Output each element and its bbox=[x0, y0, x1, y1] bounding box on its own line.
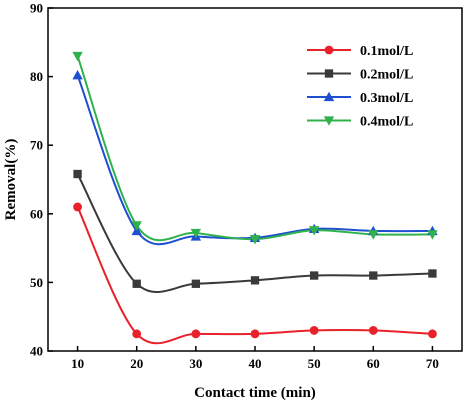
legend-marker-0-4mol-l bbox=[323, 116, 335, 126]
data-point-0-2mol-l bbox=[309, 271, 319, 280]
data-point-0-4mol-l bbox=[308, 226, 320, 236]
y-tick-label: 50 bbox=[30, 275, 43, 290]
legend-label: 0.4mol/L bbox=[360, 115, 413, 130]
data-point-0-2mol-l bbox=[250, 276, 260, 285]
data-point-0-4mol-l bbox=[427, 230, 438, 240]
legend-label: 0.3mol/L bbox=[360, 91, 413, 106]
data-point-0-1mol-l bbox=[191, 329, 201, 339]
legend-marker-0-1mol-l bbox=[324, 45, 334, 55]
y-tick-label: 70 bbox=[30, 138, 43, 153]
data-point-0-2mol-l bbox=[191, 279, 201, 288]
legend: 0.1mol/L 0.2mol/L 0.3mol/L 0.4mol/L bbox=[307, 44, 413, 130]
data-point-0-1mol-l bbox=[132, 329, 142, 339]
data-point-0-2mol-l bbox=[73, 169, 82, 179]
data-point-0-3mol-l bbox=[72, 70, 83, 80]
data-point-0-4mol-l bbox=[131, 221, 142, 231]
legend-marker-0-3mol-l bbox=[323, 91, 335, 102]
y-tick-label: 80 bbox=[30, 69, 43, 84]
y-tick-label: 60 bbox=[30, 206, 43, 221]
data-point-0-4mol-l bbox=[190, 228, 202, 239]
data-point-0-2mol-l bbox=[132, 279, 141, 288]
x-tick-label: 20 bbox=[130, 356, 143, 371]
y-tick-label: 40 bbox=[30, 344, 43, 359]
data-point-0-4mol-l bbox=[368, 230, 379, 240]
data-point-0-1mol-l bbox=[368, 326, 378, 335]
data-point-0-1mol-l bbox=[309, 326, 319, 335]
x-tick-label: 50 bbox=[308, 356, 321, 371]
legend-label: 0.1mol/L bbox=[360, 44, 413, 59]
data-point-0-4mol-l bbox=[249, 235, 261, 245]
legend-label: 0.2mol/L bbox=[360, 68, 413, 83]
data-point-0-2mol-l bbox=[428, 269, 437, 278]
data-point-0-1mol-l bbox=[428, 329, 437, 339]
y-tick-label: 90 bbox=[30, 1, 43, 16]
series-line-0-4mol-l bbox=[76, 55, 433, 242]
data-point-0-4mol-l bbox=[72, 51, 83, 62]
x-tick-label: 10 bbox=[71, 356, 84, 371]
data-point-0-1mol-l bbox=[250, 329, 260, 339]
data-point-0-2mol-l bbox=[369, 271, 378, 280]
x-tick-label: 60 bbox=[367, 356, 380, 371]
x-tick-label: 40 bbox=[249, 356, 262, 371]
x-axis-title: Contact time (min) bbox=[194, 385, 316, 401]
data-point-0-1mol-l bbox=[73, 202, 82, 212]
x-tick-label: 30 bbox=[189, 356, 202, 371]
y-axis-title: Removal(%) bbox=[3, 139, 19, 221]
x-tick-label: 70 bbox=[426, 356, 439, 371]
plot-frame bbox=[47, 7, 463, 352]
legend-marker-0-2mol-l bbox=[324, 69, 334, 78]
